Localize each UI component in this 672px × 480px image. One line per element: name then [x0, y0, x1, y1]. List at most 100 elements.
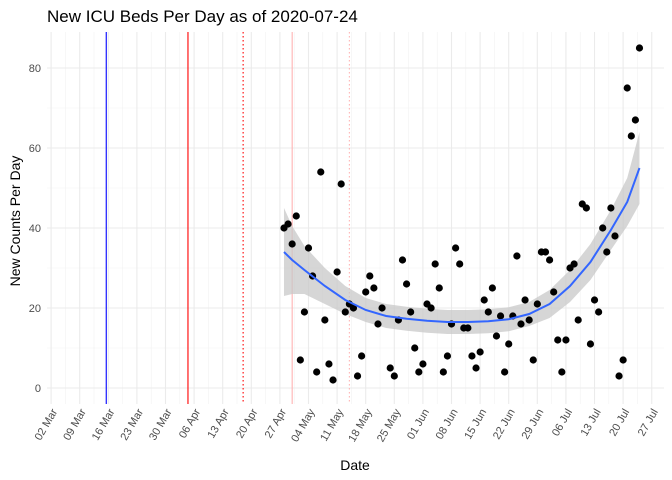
data-point [517, 320, 525, 328]
data-point [627, 132, 635, 140]
chart-title: New ICU Beds Per Day as of 2020-07-24 [47, 7, 358, 26]
data-point [374, 320, 382, 328]
data-point [419, 360, 427, 368]
data-point [529, 356, 537, 364]
data-point [501, 368, 509, 376]
data-point [300, 308, 309, 316]
x-tick-label: 22 Jun [491, 407, 518, 442]
data-point [545, 256, 554, 264]
data-point [407, 308, 415, 316]
data-point [288, 240, 296, 248]
y-tick-label: 40 [29, 223, 41, 235]
data-point [349, 304, 358, 312]
data-point [386, 364, 394, 372]
y-tick-label: 0 [35, 383, 41, 395]
data-point [452, 244, 460, 252]
y-axis-label: New Counts Per Day [7, 156, 23, 287]
data-point [562, 336, 570, 344]
data-point [313, 368, 321, 376]
data-point [582, 204, 590, 212]
x-tick-label: 23 Mar [118, 407, 146, 443]
x-tick-label: 27 Jul [636, 407, 661, 438]
x-tick-label: 04 May [289, 407, 318, 445]
data-point [472, 364, 480, 372]
data-point [284, 220, 292, 228]
y-tick-label: 80 [29, 63, 41, 75]
x-tick-label: 29 Jun [520, 407, 547, 442]
data-point [533, 300, 541, 308]
data-point [480, 296, 488, 304]
data-point [484, 308, 492, 316]
data-point [513, 252, 521, 260]
data-point [505, 340, 513, 348]
data-point [570, 260, 578, 268]
x-tick-label: 27 Apr [263, 407, 289, 441]
data-point [586, 340, 595, 348]
x-tick-label: 11 May [318, 407, 346, 444]
x-tick-label: 09 Mar [61, 407, 89, 443]
data-point [558, 368, 566, 376]
data-point [595, 308, 603, 316]
x-axis-label: Date [340, 457, 370, 473]
data-point [411, 344, 419, 352]
x-tick-label: 02 Mar [33, 407, 61, 443]
data-point [607, 204, 615, 212]
data-point [378, 304, 386, 312]
data-point [623, 84, 631, 92]
data-point [635, 44, 644, 52]
data-point [603, 248, 611, 256]
x-tick-label: 13 Jul [579, 407, 604, 438]
data-point [317, 168, 325, 176]
x-tick-label: 15 Jun [462, 407, 489, 442]
data-point [476, 348, 484, 356]
reference-lines [105, 32, 350, 404]
x-tick-label: 18 May [346, 407, 375, 445]
data-point [398, 256, 407, 264]
data-point [304, 244, 313, 252]
x-tick-label: 25 May [375, 407, 404, 445]
data-point [329, 376, 337, 384]
data-point [341, 308, 349, 316]
data-point [370, 284, 378, 292]
data-point [325, 360, 333, 368]
data-point [619, 356, 627, 364]
x-tick-label: 06 Apr [177, 407, 203, 441]
x-tick-label: 01 Jun [405, 407, 432, 442]
data-point [366, 272, 374, 280]
data-point [431, 260, 439, 268]
data-point [333, 268, 341, 276]
data-point [599, 224, 607, 232]
data-point [321, 316, 329, 324]
data-point [521, 296, 529, 304]
data-point [402, 280, 411, 288]
data-point [631, 116, 639, 124]
data-point [337, 180, 345, 188]
trend-line [283, 167, 641, 323]
x-tick-label: 06 Jul [550, 407, 575, 438]
data-point [353, 372, 362, 380]
data-point [435, 284, 443, 292]
data-point [362, 288, 370, 296]
data-point [574, 316, 582, 324]
data-point [390, 372, 398, 380]
data-point [464, 324, 472, 332]
x-tick-label: 20 Apr [234, 407, 260, 441]
y-tick-label: 60 [29, 143, 41, 155]
data-point [496, 312, 505, 320]
data-point [456, 260, 464, 268]
x-tick-label: 13 Apr [206, 407, 232, 441]
x-axis-ticks: 02 Mar 09 Mar 16 Mar 23 Mar 30 Mar 06 Apr 13 A… [33, 407, 661, 445]
x-tick-label: 08 Jun [434, 407, 461, 442]
data-point [541, 248, 550, 256]
x-tick-label: 16 Mar [90, 407, 118, 443]
data-point [415, 368, 423, 376]
data-point [296, 356, 304, 364]
data-point [550, 288, 558, 296]
data-point [554, 336, 562, 344]
data-points [280, 44, 644, 384]
trend-line-path [283, 167, 641, 323]
grid-lines [47, 32, 664, 404]
data-point [439, 368, 447, 376]
data-point [488, 284, 496, 292]
